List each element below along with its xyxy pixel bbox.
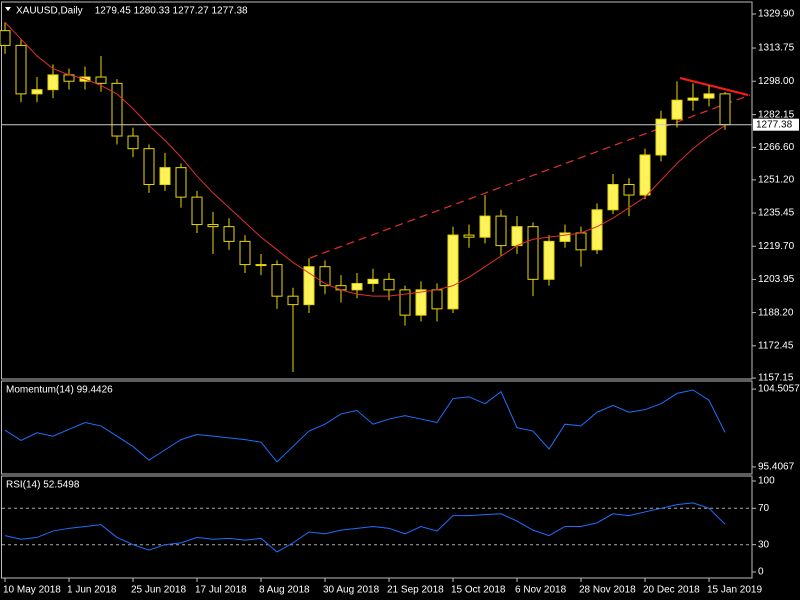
- y-tick-label: 1203.95: [758, 274, 795, 285]
- candle-body: [367, 278, 379, 285]
- x-tick-label: 15 Oct 2018: [451, 585, 506, 596]
- candle-body: [239, 240, 251, 266]
- candle-body: [591, 209, 603, 251]
- candle-body: [559, 232, 571, 242]
- y-tick-label: 1313.75: [758, 43, 795, 54]
- x-tick-label: 28 Nov 2018: [579, 585, 636, 596]
- x-tick-label: 30 Aug 2018: [323, 585, 380, 596]
- y-tick-label: 70: [758, 503, 770, 514]
- candle-body: [15, 44, 27, 95]
- candle-body: [175, 167, 187, 198]
- candle-body: [159, 167, 171, 185]
- candle-body: [191, 196, 203, 226]
- series-line: [4, 389, 726, 463]
- candle-body: [479, 215, 491, 238]
- panel-frame: [1, 1, 753, 380]
- x-tick-label: 15 Jan 2019: [707, 585, 762, 596]
- candle-body: [303, 266, 315, 306]
- candle-body: [223, 226, 235, 242]
- candle-body: [543, 240, 555, 280]
- trend-line: [679, 77, 749, 96]
- candle-body: [383, 278, 395, 291]
- y-tick-label: 1157.15: [758, 373, 794, 384]
- candle-body: [575, 232, 587, 251]
- panel-title: XAUUSD,Daily: [16, 6, 83, 17]
- panel-title: RSI(14) 52.5498: [6, 480, 80, 491]
- candle-body: [255, 264, 267, 267]
- candle-body: [271, 264, 283, 297]
- price-label: 1277.38: [756, 119, 793, 130]
- candle-body: [111, 82, 123, 137]
- x-tick-label: 25 Jun 2018: [131, 585, 186, 596]
- x-tick-label: 6 Nov 2018: [515, 585, 567, 596]
- x-tick-label: 1 Jun 2018: [67, 585, 117, 596]
- candle-body: [623, 183, 635, 196]
- candle-body: [287, 295, 299, 306]
- candle-body: [655, 118, 667, 156]
- candle-body: [0, 30, 11, 46]
- candle-body: [127, 135, 139, 150]
- panel-frame: [1, 380, 753, 475]
- candle-body: [511, 226, 523, 247]
- y-tick-label: 1329.90: [758, 9, 795, 20]
- candle-body: [335, 285, 347, 291]
- panel-subtitle: 1279.45 1280.33 1277.27 1277.38: [95, 6, 248, 17]
- series-line: [4, 21, 726, 297]
- candle-body: [47, 74, 59, 91]
- candle-body: [671, 99, 683, 120]
- y-tick-label: 1235.45: [758, 208, 795, 219]
- y-tick-label: 1282.15: [758, 109, 795, 120]
- y-tick-label: 1188.20: [758, 307, 794, 318]
- candle-body: [687, 97, 699, 101]
- x-tick-label: 8 Aug 2018: [259, 585, 310, 596]
- candle-body: [431, 289, 443, 310]
- candle-body: [207, 224, 219, 228]
- candle-body: [607, 183, 619, 211]
- candle-body: [639, 154, 651, 196]
- y-tick-label: 1219.70: [758, 241, 795, 252]
- y-tick-label: 0: [758, 567, 764, 578]
- candle-body: [415, 289, 427, 316]
- candle-body: [527, 226, 539, 280]
- y-tick-label: 100: [758, 476, 775, 487]
- price-label-bg: [753, 118, 799, 131]
- series-line: [4, 502, 726, 553]
- candle-body: [447, 234, 459, 310]
- candle-body: [399, 289, 411, 316]
- y-tick-label: 1172.45: [758, 340, 794, 351]
- candle-body: [95, 76, 107, 84]
- panel-title: Momentum(14) 99.4426: [6, 385, 113, 396]
- x-tick-label: 20 Dec 2018: [643, 585, 700, 596]
- x-tick-label: 17 Jul 2018: [195, 585, 247, 596]
- candle-body: [319, 266, 331, 287]
- x-tick-label: 10 May 2018: [3, 585, 61, 596]
- candle-body: [31, 89, 43, 95]
- candle-body: [351, 283, 363, 291]
- x-tick-label: 21 Sep 2018: [387, 585, 444, 596]
- candle-body: [495, 215, 507, 247]
- panel-frame: [1, 475, 753, 579]
- candle-body: [719, 93, 731, 126]
- candle-body: [703, 93, 715, 99]
- y-tick-label: 1266.60: [758, 142, 795, 153]
- candle-body: [143, 148, 155, 185]
- y-tick-label: 95.4067: [758, 462, 795, 473]
- y-tick-label: 1251.20: [758, 174, 795, 185]
- y-tick-label: 30: [758, 539, 770, 550]
- menu-icon: [5, 7, 11, 11]
- candle-body: [463, 234, 475, 238]
- y-tick-label: 1298.00: [758, 76, 795, 87]
- y-tick-label: 104.5057: [758, 384, 800, 395]
